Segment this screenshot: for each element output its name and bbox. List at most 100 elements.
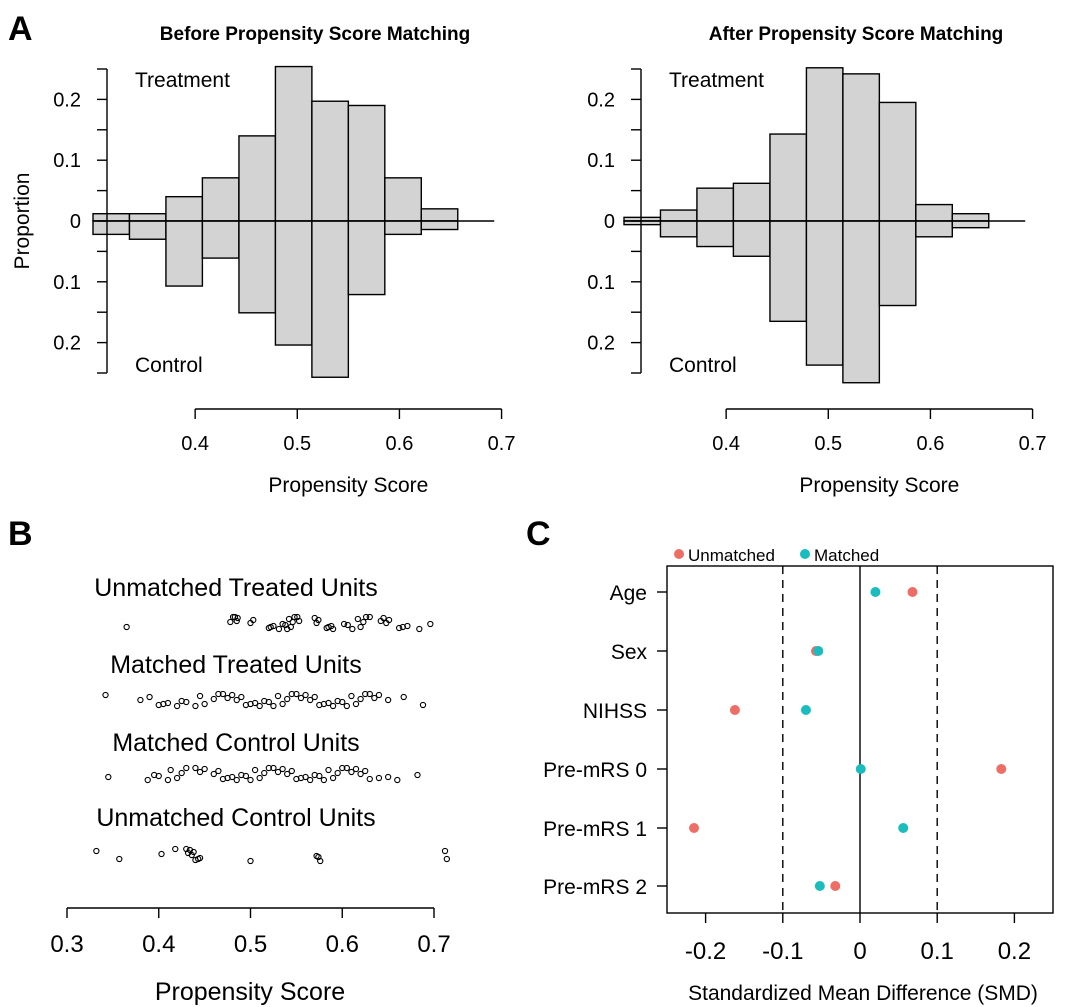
y-axis-label: Proportion bbox=[11, 173, 34, 270]
unit-point bbox=[362, 767, 369, 775]
unit-point bbox=[384, 696, 392, 704]
x-axis-label: Standardized Mean Difference (SMD) bbox=[688, 982, 1038, 1005]
unit-point bbox=[247, 857, 254, 865]
unit-point bbox=[274, 768, 282, 776]
y-tick-label: 0 bbox=[604, 211, 615, 233]
unit-point bbox=[288, 767, 295, 775]
unit-point bbox=[250, 616, 257, 624]
y-tick-label: 0.2 bbox=[53, 89, 81, 111]
control-bar bbox=[915, 220, 953, 238]
unit-point bbox=[414, 771, 421, 779]
unit-point bbox=[343, 764, 350, 772]
unit-point bbox=[155, 772, 162, 780]
x-axis-label: Propensity Score bbox=[155, 978, 345, 1006]
chart-title: After Propensity Score Matching bbox=[709, 24, 1004, 45]
x-tick-label: 0.4 bbox=[712, 433, 740, 455]
unit-point bbox=[172, 845, 179, 853]
unit-point bbox=[343, 702, 350, 710]
unit-point bbox=[375, 691, 383, 699]
panel-label-c: C bbox=[526, 515, 551, 553]
x-tick-label: 0.5 bbox=[814, 433, 842, 455]
category-label: NIHSS bbox=[583, 700, 647, 723]
unit-point bbox=[443, 855, 450, 863]
unit-point bbox=[215, 690, 222, 698]
treatment-label: Treatment bbox=[669, 69, 764, 92]
x-tick-label: 0 bbox=[853, 938, 866, 965]
unit-point bbox=[261, 769, 268, 777]
control-bar bbox=[201, 220, 240, 259]
control-bar bbox=[732, 220, 771, 257]
control-bar bbox=[165, 220, 204, 287]
unit-point bbox=[284, 695, 291, 703]
unit-point bbox=[357, 770, 364, 778]
chart-jitter-plot: Unmatched Treated Units Matched Treated U… bbox=[50, 574, 450, 1006]
unit-point bbox=[227, 618, 234, 626]
treatment-bar bbox=[347, 104, 386, 222]
y-tick-label: 0 bbox=[70, 211, 81, 233]
smd-point-unmatched bbox=[729, 705, 740, 715]
x-tick-label: 0.6 bbox=[917, 433, 945, 455]
unit-point bbox=[354, 615, 361, 623]
unit-point bbox=[256, 774, 263, 782]
unit-point bbox=[210, 695, 217, 703]
unit-point bbox=[302, 773, 309, 781]
unit-point bbox=[366, 613, 373, 621]
unit-point bbox=[190, 848, 197, 856]
control-bar bbox=[769, 220, 808, 323]
control-bar bbox=[696, 220, 735, 248]
group-label: Unmatched Treated Units bbox=[94, 574, 377, 602]
control-bar bbox=[92, 220, 131, 236]
unit-point bbox=[344, 621, 351, 629]
unit-point bbox=[270, 622, 277, 630]
x-tick-label: 0.7 bbox=[417, 931, 450, 958]
unit-point bbox=[274, 692, 282, 700]
category-label: Sex bbox=[611, 641, 648, 664]
category-label: Pre-mRS 1 bbox=[543, 818, 647, 841]
smd-point-matched bbox=[898, 823, 909, 833]
unit-point bbox=[251, 766, 259, 774]
control-bar bbox=[311, 220, 350, 378]
treatment-bar bbox=[311, 100, 350, 222]
unit-point bbox=[233, 696, 240, 704]
unit-point bbox=[164, 699, 172, 707]
unit-point bbox=[339, 764, 346, 772]
unit-point bbox=[380, 614, 387, 622]
unit-point bbox=[289, 618, 296, 626]
unit-point bbox=[285, 615, 293, 623]
unit-point bbox=[334, 769, 341, 777]
unit-point bbox=[284, 770, 291, 778]
smd-point-unmatched bbox=[830, 881, 841, 891]
unit-point bbox=[210, 770, 217, 778]
panel-label-a: A bbox=[8, 10, 33, 48]
x-tick-label: 0.4 bbox=[142, 931, 175, 958]
unit-point bbox=[311, 693, 318, 701]
unit-point bbox=[339, 698, 346, 706]
y-tick-label: 0.1 bbox=[587, 272, 615, 294]
y-tick-label: 0.2 bbox=[587, 89, 615, 111]
x-tick-label: 0.5 bbox=[283, 433, 311, 455]
x-tick-label: 0.7 bbox=[488, 433, 516, 455]
treatment-bar bbox=[805, 67, 844, 222]
control-label: Control bbox=[135, 354, 203, 377]
unit-point bbox=[306, 776, 314, 784]
unit-point bbox=[105, 773, 112, 781]
unit-point bbox=[317, 857, 324, 865]
unit-point bbox=[251, 699, 259, 707]
unit-point bbox=[238, 693, 245, 701]
unit-point bbox=[144, 776, 151, 784]
treatment-bar bbox=[128, 213, 167, 222]
unit-point bbox=[419, 701, 427, 709]
smd-point-unmatched bbox=[907, 587, 918, 597]
chart-title: Before Propensity Score Matching bbox=[160, 24, 470, 45]
unit-point bbox=[315, 616, 322, 624]
unit-point bbox=[137, 696, 144, 704]
smd-point-matched bbox=[800, 705, 811, 715]
unit-point bbox=[394, 776, 401, 784]
unit-point bbox=[102, 691, 109, 699]
treatment-bar bbox=[915, 203, 953, 222]
treatment-bar bbox=[878, 101, 917, 222]
treatment-bar bbox=[769, 133, 808, 222]
y-tick-label: 0.2 bbox=[53, 333, 81, 355]
legend-swatch-unmatched bbox=[674, 549, 684, 559]
unit-point bbox=[201, 765, 208, 773]
